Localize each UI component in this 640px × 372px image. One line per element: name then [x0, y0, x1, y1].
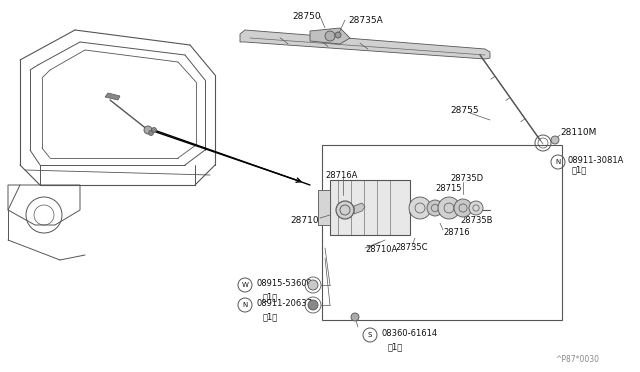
Text: 28716: 28716 [443, 228, 470, 237]
Circle shape [438, 197, 460, 219]
Text: 28715: 28715 [435, 183, 461, 192]
Text: 08915-53600: 08915-53600 [257, 279, 313, 288]
Text: 28110M: 28110M [560, 128, 596, 137]
Text: 28716A: 28716A [325, 170, 357, 180]
Circle shape [152, 128, 157, 132]
Text: 08360-61614: 08360-61614 [382, 328, 438, 337]
Polygon shape [330, 180, 410, 235]
Circle shape [148, 131, 154, 135]
Circle shape [409, 197, 431, 219]
Circle shape [427, 200, 443, 216]
Text: （1）: （1） [263, 292, 278, 301]
Circle shape [336, 201, 354, 219]
Text: 28710: 28710 [290, 215, 319, 224]
Circle shape [551, 136, 559, 144]
Circle shape [325, 31, 335, 41]
Polygon shape [310, 28, 350, 44]
Polygon shape [354, 203, 365, 214]
Text: S: S [368, 332, 372, 338]
Text: 08911-3081A: 08911-3081A [568, 155, 625, 164]
Text: 28735C: 28735C [395, 244, 428, 253]
Circle shape [308, 280, 318, 290]
Text: （1）: （1） [263, 312, 278, 321]
Text: N: N [556, 159, 561, 165]
Polygon shape [318, 190, 330, 225]
Text: 08911-20637: 08911-20637 [257, 298, 313, 308]
Circle shape [308, 300, 318, 310]
Text: ^P87*0030: ^P87*0030 [555, 356, 599, 365]
Text: N: N [243, 302, 248, 308]
Text: （1）: （1） [572, 166, 588, 174]
Text: （1）: （1） [388, 343, 403, 352]
Circle shape [335, 32, 341, 38]
Polygon shape [240, 30, 490, 59]
Text: 28735B: 28735B [460, 215, 493, 224]
Text: 28735A: 28735A [348, 16, 383, 25]
Circle shape [144, 126, 152, 134]
Text: W: W [241, 282, 248, 288]
Text: 28710A: 28710A [365, 246, 397, 254]
Circle shape [351, 313, 359, 321]
Circle shape [454, 199, 472, 217]
Text: 28735D: 28735D [450, 173, 483, 183]
Text: 28750: 28750 [292, 12, 321, 20]
Text: 28755: 28755 [450, 106, 479, 115]
Circle shape [469, 201, 483, 215]
Polygon shape [105, 93, 120, 100]
Bar [322, 145, 562, 320]
